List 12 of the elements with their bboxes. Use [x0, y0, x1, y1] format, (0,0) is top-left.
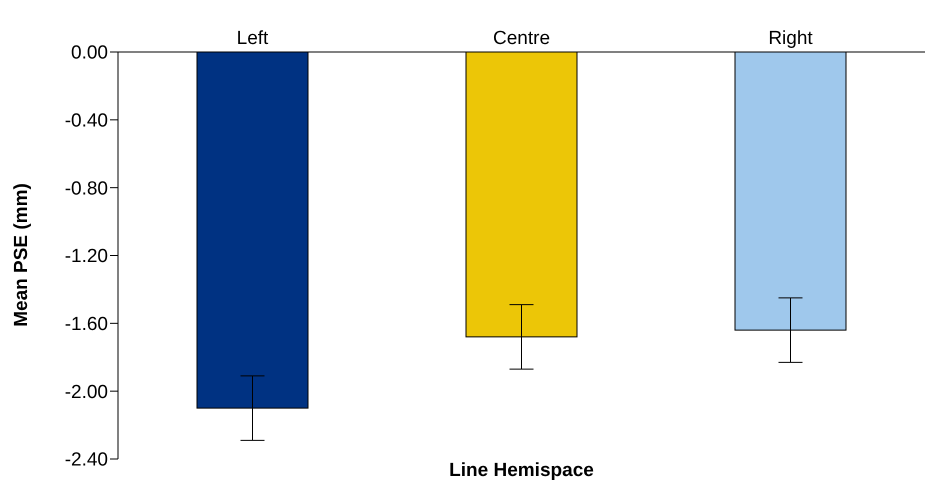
- x-tick-label: Right: [768, 28, 814, 49]
- y-axis-title: Mean PSE (mm): [11, 183, 33, 327]
- y-tick-label: -1.20: [64, 246, 108, 268]
- x-tick-label: Centre: [492, 28, 550, 49]
- y-tick-label: -2.40: [64, 450, 108, 471]
- y-tick-label: -0.80: [64, 178, 108, 200]
- y-tick-label: -2.00: [64, 382, 108, 403]
- x-tick-label: Left: [236, 28, 270, 49]
- x-axis-title: Line Hemispace: [448, 460, 595, 482]
- y-tick-label: 0.00: [71, 42, 108, 64]
- y-tick-label: -1.60: [64, 314, 108, 336]
- y-tick-label: -0.40: [64, 110, 108, 132]
